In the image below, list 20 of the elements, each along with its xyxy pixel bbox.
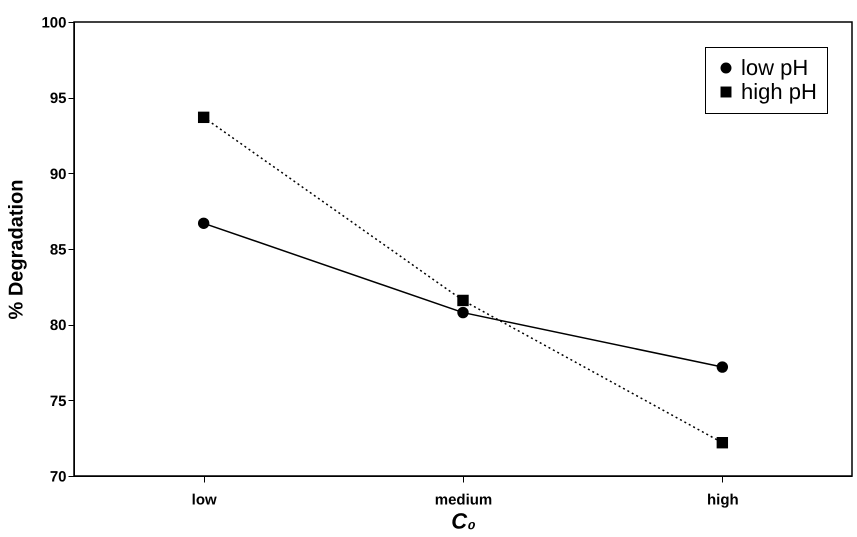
point [198,218,210,229]
point [198,112,210,124]
point [716,437,728,448]
y-tick-label: 85 [50,242,66,258]
legend-label: low pH [741,55,808,80]
y-axis-title: % Degradation [5,179,28,320]
y-tick-label: 80 [50,317,66,334]
y-tick-label: 70 [50,468,66,486]
x-tick-label: medium [434,492,492,508]
y-tick-label: 90 [50,166,66,183]
y-tick-label: 100 [41,14,66,32]
y-tick-label: 95 [50,90,66,108]
point [457,306,469,318]
x-tick-label: high [707,492,739,508]
legend-label: high pH [741,79,817,104]
point [716,361,728,373]
y-tick-label: 75 [50,392,66,410]
x-tick-label: low [192,492,217,508]
point [457,294,469,306]
x-axis-title: C₀ [451,508,476,534]
